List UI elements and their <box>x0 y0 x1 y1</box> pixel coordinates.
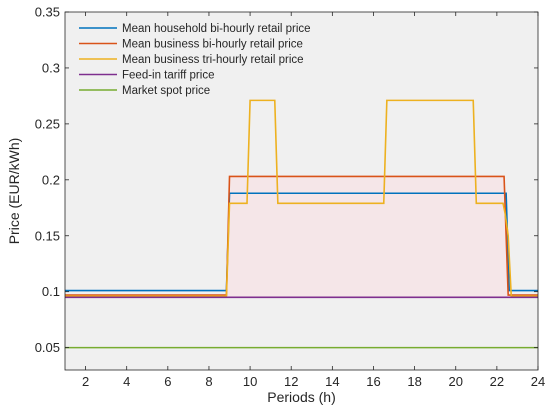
y-tick-label: 0.15 <box>35 228 60 243</box>
retail-price-highlight-area <box>65 176 538 298</box>
legend-label-1: Mean household bi-hourly retail price <box>122 23 311 35</box>
legend-label-3: Mean business tri-hourly retail price <box>122 54 304 66</box>
x-tick-label: 2 <box>82 374 89 389</box>
series-line-1 <box>65 192 538 292</box>
y-axis-label: Price (EUR/kWh) <box>6 138 22 245</box>
x-tick-label: 10 <box>243 374 257 389</box>
y-tick-label: 0.05 <box>35 340 60 355</box>
series-line-2 <box>65 175 538 296</box>
y-tick-label: 0.1 <box>42 284 60 299</box>
series-layer <box>65 99 538 349</box>
legend-label-4: Feed-in tariff price <box>122 70 214 82</box>
x-axis-label: Periods (h) <box>267 389 335 405</box>
legend-label-2: Mean business bi-hourly retail price <box>122 39 303 51</box>
x-tick-label: 22 <box>490 374 504 389</box>
series-line-3 <box>65 99 538 297</box>
x-tick-label: 8 <box>205 374 212 389</box>
x-tick-label: 20 <box>449 374 463 389</box>
x-tick-label: 4 <box>123 374 130 389</box>
ticks-layer: 2 4 6 8 10 12 14 16 18 20 22 240.050.10.150.20.250.… <box>35 5 546 390</box>
y-tick-label: 0.25 <box>35 116 60 131</box>
legend-label-5: Market spot price <box>122 85 210 97</box>
legend: Mean household bi-hourly retail price Mea… <box>79 23 311 97</box>
y-tick-label: 0.2 <box>42 172 60 187</box>
y-tick-label: 0.3 <box>42 60 60 75</box>
x-tick-label: 24 <box>531 374 545 389</box>
plot-frame <box>64 11 539 371</box>
x-tick-label: 12 <box>284 374 298 389</box>
y-tick-label: 0.35 <box>35 5 60 20</box>
x-tick-label: 16 <box>366 374 380 389</box>
highlight-fill-layer <box>65 176 538 298</box>
x-tick-label: 18 <box>407 374 421 389</box>
x-tick-label: 6 <box>164 374 171 389</box>
x-tick-label: 14 <box>325 374 339 389</box>
